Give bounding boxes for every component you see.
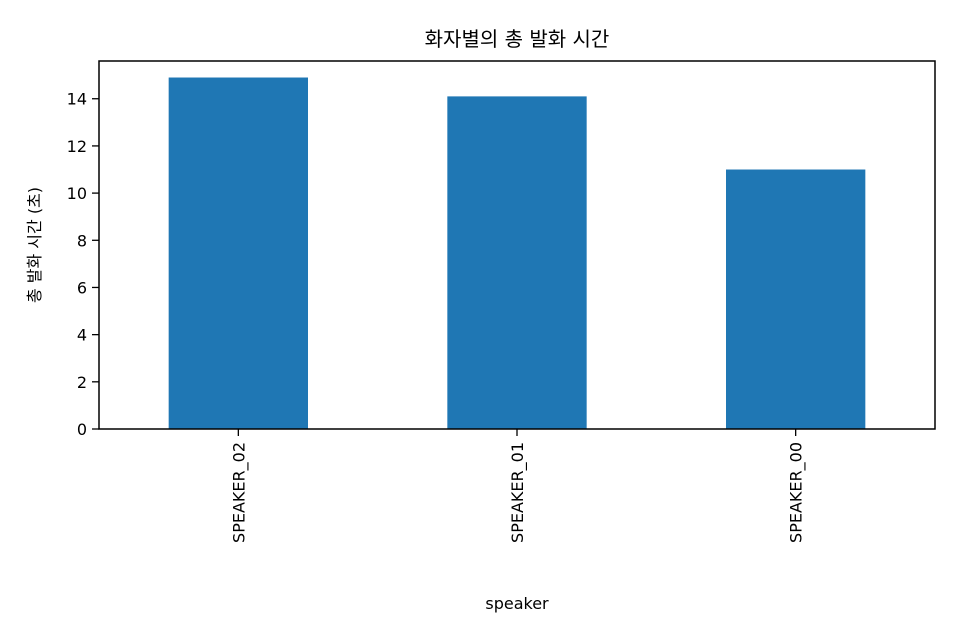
bar-speaker_01 bbox=[447, 96, 587, 429]
bars-group bbox=[168, 77, 866, 429]
y-axis-label: 총 발화 시간 (초) bbox=[25, 187, 44, 303]
y-tick-label: 10 bbox=[67, 184, 87, 203]
y-tick-label: 6 bbox=[77, 278, 87, 297]
y-tick-label: 4 bbox=[77, 326, 87, 345]
bar-speaker_00 bbox=[726, 169, 866, 429]
bar-speaker_02 bbox=[168, 77, 308, 429]
chart-title: 화자별의 총 발화 시간 bbox=[425, 27, 610, 51]
y-tick-label: 2 bbox=[77, 373, 87, 392]
x-axis-label: speaker bbox=[485, 594, 549, 613]
x-tick-label: SPEAKER_00 bbox=[787, 442, 807, 543]
y-tick-label: 14 bbox=[67, 90, 87, 109]
y-axis: 0 2 4 6 8 10 12 14 bbox=[67, 90, 99, 439]
x-tick-label: SPEAKER_02 bbox=[229, 442, 249, 543]
y-tick-label: 12 bbox=[67, 137, 87, 156]
x-tick-label: SPEAKER_01 bbox=[508, 442, 528, 543]
y-tick-label: 8 bbox=[77, 231, 87, 250]
x-axis: SPEAKER_02 SPEAKER_01 SPEAKER_00 bbox=[229, 429, 807, 543]
y-tick-label: 0 bbox=[77, 420, 87, 439]
